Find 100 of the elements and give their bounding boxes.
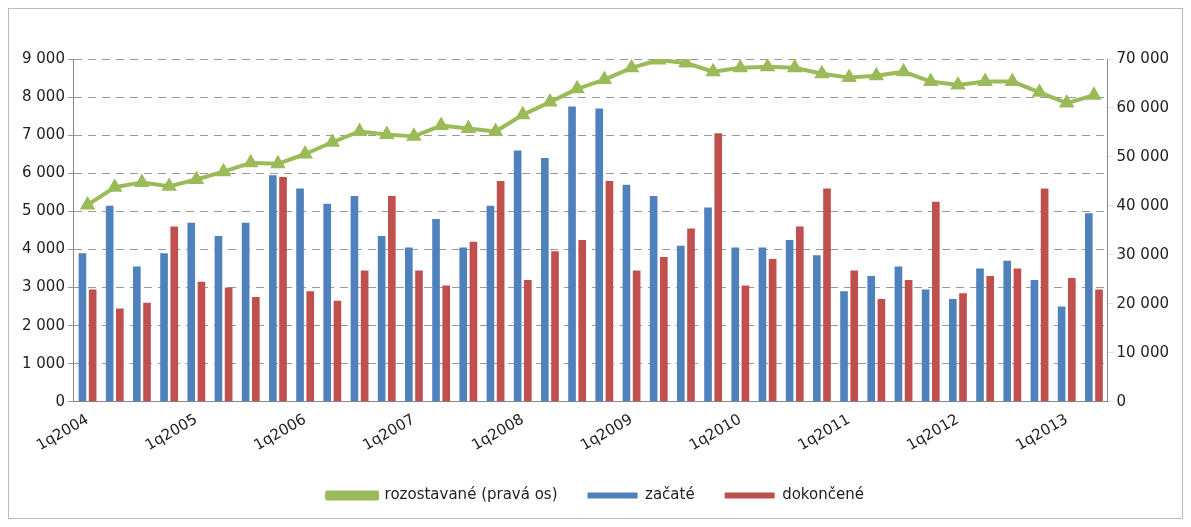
point	[814, 64, 830, 79]
bar	[758, 247, 767, 402]
point	[161, 177, 177, 191]
bar	[252, 297, 260, 402]
point	[868, 66, 885, 81]
point	[1086, 86, 1102, 100]
bar	[78, 253, 87, 402]
y-tick-label: 8 000	[21, 86, 65, 105]
bar	[306, 291, 315, 402]
y2-tick-label: 30 000	[1116, 244, 1170, 263]
bar	[622, 184, 631, 402]
bar	[714, 133, 723, 402]
bar	[405, 247, 413, 402]
point	[433, 116, 449, 131]
legend-label: dokončené	[782, 485, 864, 504]
bar	[1003, 260, 1012, 402]
bar	[350, 196, 359, 402]
point	[542, 93, 558, 107]
point	[297, 145, 313, 159]
bar	[469, 241, 478, 402]
y2-tick-label: 70 000	[1116, 48, 1170, 67]
bar	[813, 255, 821, 402]
point	[324, 133, 341, 147]
point	[351, 122, 368, 136]
bar	[143, 302, 151, 402]
bar	[269, 175, 277, 402]
point	[460, 119, 477, 134]
bar	[785, 239, 794, 402]
bar	[496, 180, 505, 402]
bar	[88, 289, 97, 402]
bar	[796, 226, 804, 402]
y-tick-label: 3 000	[21, 277, 65, 296]
y2-tick-label: 10 000	[1116, 342, 1170, 361]
bar	[986, 276, 995, 402]
point	[242, 153, 259, 168]
point	[596, 70, 613, 85]
point	[106, 178, 123, 192]
bar	[170, 226, 179, 402]
bar	[241, 222, 250, 402]
bar	[224, 287, 233, 402]
point	[270, 154, 286, 169]
bar	[948, 298, 957, 402]
y-tick-label: 2 000	[21, 315, 65, 334]
legend-label: rozostavané (pravá os)	[384, 485, 558, 504]
y-tick-label: 6 000	[21, 163, 65, 182]
point	[977, 72, 993, 87]
bar	[877, 298, 886, 402]
point	[569, 79, 585, 94]
y-tick-label: 5 000	[21, 201, 65, 220]
bar	[1057, 306, 1066, 402]
point	[1031, 83, 1048, 97]
point	[841, 68, 857, 83]
bar	[921, 289, 930, 402]
point	[378, 125, 395, 139]
bar	[524, 279, 532, 402]
bar	[578, 239, 587, 402]
bar	[959, 293, 967, 402]
y2-tick-label: 50 000	[1116, 146, 1170, 165]
bar	[1095, 289, 1103, 402]
bar	[823, 188, 831, 402]
bar	[160, 253, 168, 402]
bar	[687, 228, 695, 402]
point	[406, 127, 422, 141]
bar	[894, 266, 903, 402]
point	[215, 162, 232, 177]
bar	[388, 196, 396, 402]
y-tick-label: 7 000	[21, 125, 65, 144]
point	[705, 62, 721, 77]
bar	[976, 268, 984, 402]
bar	[513, 150, 522, 402]
bar	[333, 300, 342, 402]
bar	[660, 257, 668, 402]
y2-tick-label: 40 000	[1116, 195, 1170, 214]
bar	[595, 108, 604, 402]
bar	[931, 201, 940, 402]
bar	[214, 236, 223, 402]
point	[487, 122, 504, 136]
bar	[1013, 268, 1022, 402]
bar	[1040, 188, 1049, 402]
bar	[649, 196, 658, 402]
point	[759, 59, 776, 72]
bar	[187, 222, 196, 402]
bar	[105, 205, 114, 402]
bar	[904, 279, 913, 402]
bar	[850, 270, 859, 402]
bar	[432, 218, 440, 402]
point	[79, 195, 96, 210]
y-tick-label: 9 000	[21, 48, 65, 67]
bar	[486, 205, 495, 402]
y-tick-label: 1 000	[21, 353, 65, 372]
bar	[541, 158, 549, 402]
y2-tick-label: 0	[1116, 391, 1127, 410]
point	[623, 59, 640, 73]
y2-tick-label: 60 000	[1116, 97, 1170, 116]
bar	[704, 207, 712, 402]
point	[895, 62, 912, 77]
bar	[377, 236, 386, 402]
bar	[296, 188, 304, 402]
bar	[568, 106, 576, 402]
point	[950, 75, 966, 90]
